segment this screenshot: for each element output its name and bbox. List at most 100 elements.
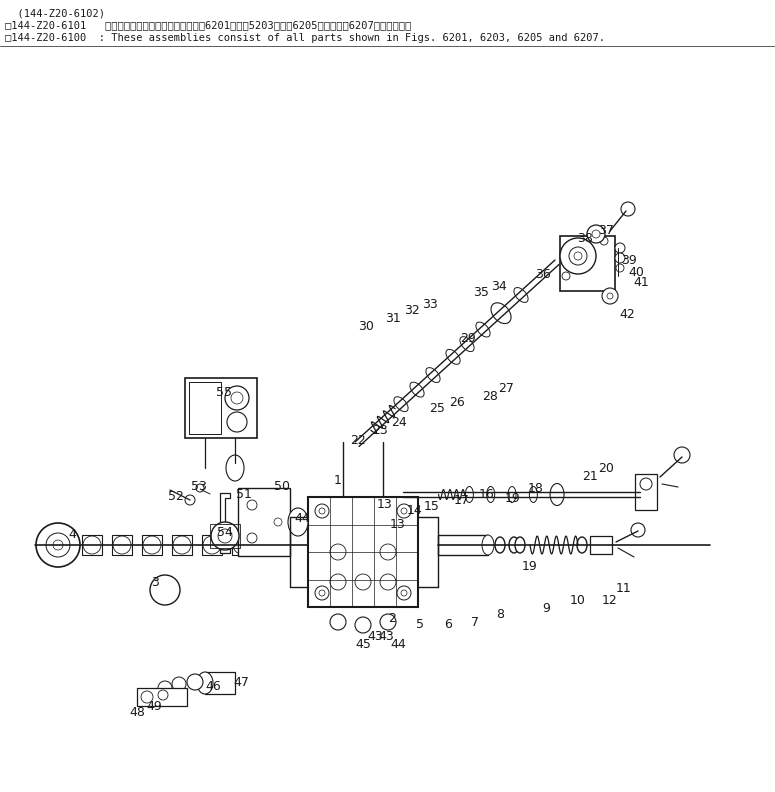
Bar xyxy=(189,382,221,434)
Circle shape xyxy=(187,674,203,690)
Text: 35: 35 xyxy=(473,287,489,299)
Text: 14: 14 xyxy=(407,505,423,517)
Text: 32: 32 xyxy=(404,304,420,318)
Circle shape xyxy=(615,253,625,263)
Text: 13: 13 xyxy=(390,517,406,531)
Ellipse shape xyxy=(487,486,494,502)
Ellipse shape xyxy=(491,303,511,324)
Text: 36: 36 xyxy=(535,268,551,280)
Text: 11: 11 xyxy=(616,582,632,596)
Circle shape xyxy=(172,677,186,691)
Circle shape xyxy=(401,508,407,514)
Text: 10: 10 xyxy=(570,593,586,607)
Text: □144-Z20-6100  : These assemblies consist of all parts shown in Figs. 6201, 6203: □144-Z20-6100 : These assemblies consist… xyxy=(5,33,605,43)
Ellipse shape xyxy=(495,537,505,553)
Circle shape xyxy=(631,523,645,537)
Ellipse shape xyxy=(508,486,516,502)
Text: 26: 26 xyxy=(449,395,465,409)
Text: 34: 34 xyxy=(491,280,507,292)
Text: 12: 12 xyxy=(602,593,618,607)
Circle shape xyxy=(615,243,625,253)
Text: 4: 4 xyxy=(68,527,76,540)
Bar xyxy=(172,535,192,555)
Circle shape xyxy=(640,478,652,490)
Bar xyxy=(635,474,657,510)
Text: 47: 47 xyxy=(233,676,249,688)
Text: 7: 7 xyxy=(471,615,479,629)
Circle shape xyxy=(616,264,624,272)
Text: 21: 21 xyxy=(582,470,598,482)
Ellipse shape xyxy=(460,337,474,352)
Ellipse shape xyxy=(410,383,424,397)
Text: 19: 19 xyxy=(522,561,538,573)
Text: 2: 2 xyxy=(388,612,396,626)
Text: 8: 8 xyxy=(496,607,504,620)
Circle shape xyxy=(602,288,618,304)
Text: □144-Z20-6101   これらのアセンブリの構成部品は第6201図，第5203図，第6205図および第6207図とします．: □144-Z20-6101 これらのアセンブリの構成部品は第6201図，第520… xyxy=(5,20,412,30)
Bar xyxy=(202,535,222,555)
Text: 33: 33 xyxy=(422,298,438,310)
Text: 42: 42 xyxy=(619,307,635,321)
Text: 30: 30 xyxy=(358,319,374,333)
Circle shape xyxy=(380,614,396,630)
Text: 22: 22 xyxy=(350,433,366,447)
Text: 9: 9 xyxy=(542,601,550,615)
Text: 25: 25 xyxy=(429,402,445,416)
Circle shape xyxy=(319,590,325,596)
Circle shape xyxy=(211,522,239,550)
Text: 1: 1 xyxy=(334,474,342,488)
Text: 16: 16 xyxy=(479,488,495,501)
Bar xyxy=(205,672,235,694)
Text: 50: 50 xyxy=(274,481,290,493)
Text: 29: 29 xyxy=(460,333,476,345)
Text: 44: 44 xyxy=(390,638,406,652)
Bar xyxy=(262,535,282,555)
Text: 18: 18 xyxy=(528,482,544,494)
Text: 6: 6 xyxy=(444,618,452,630)
Circle shape xyxy=(36,523,80,567)
Ellipse shape xyxy=(226,455,244,481)
Ellipse shape xyxy=(197,672,213,694)
Bar xyxy=(560,236,615,291)
Text: (144-Z20-6102): (144-Z20-6102) xyxy=(5,8,105,18)
Ellipse shape xyxy=(550,483,564,505)
Bar xyxy=(142,535,162,555)
Text: 19: 19 xyxy=(505,492,521,505)
Bar xyxy=(232,535,252,555)
Ellipse shape xyxy=(426,367,440,383)
Bar xyxy=(238,488,290,556)
Text: 52: 52 xyxy=(168,490,184,504)
Circle shape xyxy=(185,495,195,505)
Ellipse shape xyxy=(446,349,460,364)
Ellipse shape xyxy=(577,537,587,553)
Text: 54: 54 xyxy=(217,527,233,539)
Text: 45: 45 xyxy=(355,638,371,652)
Text: 41: 41 xyxy=(633,276,649,288)
Polygon shape xyxy=(220,493,230,553)
Text: 43: 43 xyxy=(367,630,383,643)
Text: 13: 13 xyxy=(377,497,393,511)
Circle shape xyxy=(319,508,325,514)
Circle shape xyxy=(674,447,690,463)
Text: 46: 46 xyxy=(205,680,221,694)
Text: 31: 31 xyxy=(385,311,401,325)
Circle shape xyxy=(401,590,407,596)
Text: 15: 15 xyxy=(424,500,440,512)
Text: 24: 24 xyxy=(391,417,407,429)
Text: 20: 20 xyxy=(598,463,614,475)
Bar xyxy=(438,535,488,555)
Text: 53: 53 xyxy=(191,479,207,493)
Ellipse shape xyxy=(509,537,519,553)
Text: 37: 37 xyxy=(598,223,614,237)
Text: 38: 38 xyxy=(577,233,593,246)
Bar xyxy=(112,535,132,555)
Text: 5: 5 xyxy=(416,618,424,630)
Bar xyxy=(210,524,240,548)
Bar xyxy=(590,536,612,554)
Ellipse shape xyxy=(394,397,408,412)
Text: 27: 27 xyxy=(498,382,514,394)
Text: 3: 3 xyxy=(151,577,159,589)
Bar xyxy=(308,497,418,607)
Circle shape xyxy=(560,238,596,274)
Text: 49: 49 xyxy=(146,699,162,713)
